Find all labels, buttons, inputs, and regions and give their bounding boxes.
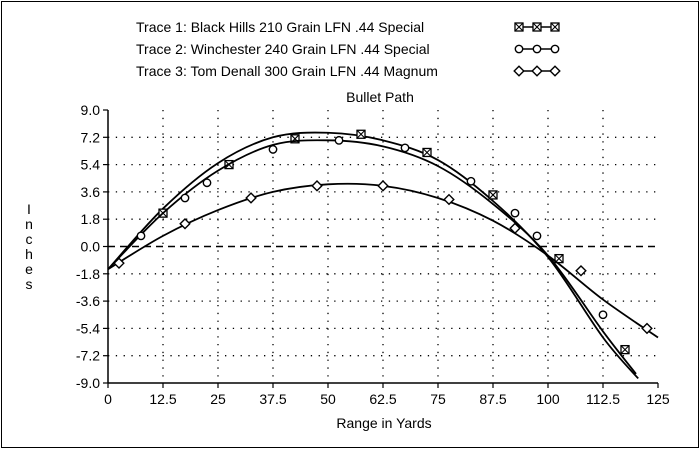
chart-title: Bullet Path — [346, 89, 414, 105]
x-tick-label: 0 — [104, 391, 112, 407]
series-line — [107, 182, 659, 339]
x-square-marker — [514, 22, 524, 32]
x-tick-label: 125 — [646, 391, 670, 407]
circle-marker — [466, 176, 476, 186]
x-tick-label: 62.5 — [369, 391, 396, 407]
y-tick-label: 1.8 — [81, 211, 101, 227]
x-axis-title: Range in Yards — [336, 415, 431, 431]
y-tick-label: -9.0 — [76, 375, 100, 391]
y-tick-label: -1.8 — [76, 266, 100, 282]
y-tick-label: 3.6 — [81, 184, 101, 200]
series-group — [107, 129, 659, 380]
x-square-marker — [488, 190, 498, 200]
circle-marker — [136, 231, 146, 241]
series-2 — [107, 135, 637, 375]
diamond-marker — [311, 180, 323, 192]
x-tick-label: 50 — [320, 391, 336, 407]
y-tick-label: 7.2 — [81, 129, 101, 145]
diamond-marker — [513, 65, 525, 77]
series-line — [107, 139, 637, 375]
diamond-marker — [377, 180, 389, 192]
y-tick-label: 9.0 — [81, 102, 101, 118]
y-tick-label: 0.0 — [81, 239, 101, 255]
y-tick-label: -7.2 — [76, 348, 100, 364]
x-tick-label: 100 — [536, 391, 560, 407]
circle-marker — [334, 135, 344, 145]
x-tick-label: 12.5 — [149, 391, 176, 407]
series-1 — [107, 129, 639, 380]
diamond-marker — [641, 322, 653, 335]
x-square-marker — [620, 344, 630, 355]
circle-marker — [514, 44, 524, 54]
diamond-marker — [509, 222, 521, 235]
y-tick-label: -3.6 — [76, 293, 100, 309]
circle-marker — [532, 44, 542, 54]
y-tick-label: -5.4 — [76, 320, 100, 336]
grid — [108, 110, 658, 383]
circle-marker — [550, 44, 560, 54]
x-square-marker — [550, 22, 560, 32]
diamond-marker — [531, 65, 543, 77]
diamond-marker — [179, 217, 191, 230]
circle-marker — [510, 208, 520, 218]
y-tick-label: 5.4 — [81, 157, 101, 173]
y-axis-title-letter: n — [25, 216, 33, 232]
x-square-marker — [532, 22, 542, 32]
diamond-marker — [575, 264, 587, 277]
series-line — [107, 131, 639, 380]
x-tick-label: 75 — [430, 391, 446, 407]
circle-marker — [180, 193, 190, 203]
diamond-marker — [113, 257, 125, 269]
y-axis-title-letter: s — [26, 276, 33, 292]
y-axis-title-letter: e — [25, 261, 33, 277]
y-axis-title-letter: I — [27, 201, 31, 217]
circle-marker — [598, 310, 608, 320]
x-tick-label: 37.5 — [259, 391, 286, 407]
y-axis-title-letter: h — [25, 246, 33, 262]
legend: Trace 1: Black Hills 210 Grain LFN .44 S… — [136, 19, 561, 79]
x-square-marker — [356, 129, 366, 139]
x-tick-label: 87.5 — [479, 391, 506, 407]
axes — [103, 109, 659, 388]
x-tick-label: 25 — [210, 391, 226, 407]
circle-marker — [532, 231, 542, 241]
circle-marker — [202, 178, 212, 188]
legend-label: Trace 3: Tom Denall 300 Grain LFN .44 Ma… — [136, 63, 438, 79]
tick-labels: 0 12.5 25 37.5 50 62.5 75 87.5 100 112.5 125 9.0 7.2… — [76, 102, 670, 407]
circle-marker — [268, 145, 278, 154]
circle-marker — [400, 143, 410, 153]
series-3 — [107, 180, 659, 339]
x-square-marker — [422, 147, 432, 158]
legend-label: Trace 2: Winchester 240 Grain LFN .44 Sp… — [136, 41, 430, 57]
diamond-marker — [549, 65, 561, 77]
diamond-marker — [443, 193, 455, 206]
diamond-marker — [245, 192, 257, 204]
legend-label: Trace 1: Black Hills 210 Grain LFN .44 S… — [136, 19, 424, 35]
y-axis-title-letter: c — [26, 231, 33, 247]
x-tick-label: 112.5 — [586, 391, 620, 407]
